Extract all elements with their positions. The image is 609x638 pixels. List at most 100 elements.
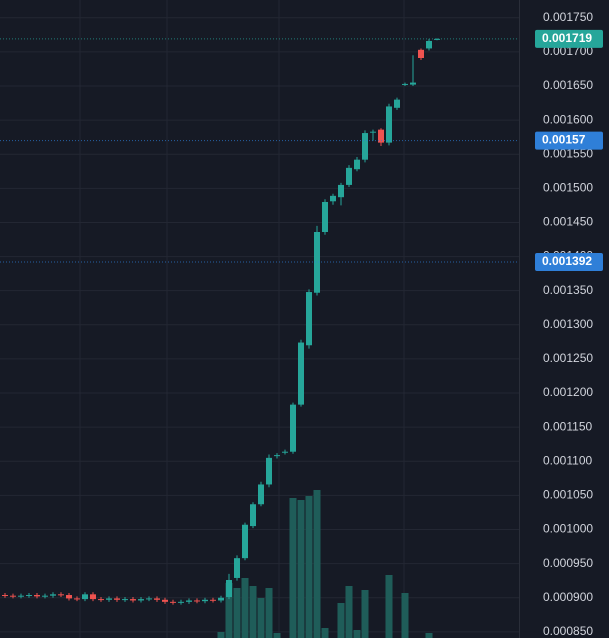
candle-body xyxy=(242,524,248,559)
candle-body xyxy=(162,599,168,602)
candle-body xyxy=(362,133,368,160)
volume-bar xyxy=(305,496,313,638)
candle-body xyxy=(298,342,304,405)
candle-body xyxy=(178,601,184,603)
volume-bar xyxy=(225,583,233,638)
y-tick-label: 0.001200 xyxy=(543,385,593,399)
candle-body xyxy=(338,184,344,198)
y-tick-label: 0.000950 xyxy=(543,556,593,570)
candle-body xyxy=(194,600,200,602)
volume-bar xyxy=(233,588,241,638)
y-tick-label: 0.000900 xyxy=(543,590,593,604)
y-tick-label: 0.001100 xyxy=(543,453,592,467)
y-tick-label: 0.001250 xyxy=(543,351,593,365)
candle-body xyxy=(274,455,280,457)
candle-body xyxy=(106,598,112,600)
volume-bar xyxy=(345,586,353,638)
candle-body xyxy=(306,292,312,346)
candle-body xyxy=(122,599,128,601)
volume-bar xyxy=(257,598,265,638)
volume-bar xyxy=(401,593,409,638)
candle-body xyxy=(34,595,40,597)
volume-bar xyxy=(289,498,297,638)
y-tick-label: 0.001000 xyxy=(543,522,593,536)
volume-bar xyxy=(249,586,257,638)
candle-body xyxy=(330,195,336,202)
y-tick-label: 0.001450 xyxy=(543,215,593,229)
candle-body xyxy=(50,594,56,596)
candle-body xyxy=(2,595,8,597)
candle-body xyxy=(66,595,72,599)
candle-body xyxy=(370,131,376,133)
candle-body xyxy=(346,167,352,185)
candle-body xyxy=(386,106,392,143)
y-tick-label: 0.001600 xyxy=(543,112,593,126)
candle-body xyxy=(418,49,424,58)
candle-body xyxy=(250,504,256,527)
price-label: 0.001719 xyxy=(542,31,592,45)
price-label-box xyxy=(535,29,603,48)
volume-bar xyxy=(385,575,393,638)
candle-body xyxy=(226,580,232,598)
candle-body xyxy=(234,558,240,578)
candle-body xyxy=(314,232,320,293)
volume-bar xyxy=(241,578,249,638)
price-label: 0.00157 xyxy=(542,133,586,147)
candle-body xyxy=(394,99,400,108)
candle-body xyxy=(434,38,440,40)
candle-body xyxy=(18,595,24,597)
candle-body xyxy=(146,598,152,600)
candle-body xyxy=(402,83,408,85)
y-tick-label: 0.001150 xyxy=(543,419,592,433)
candle-body xyxy=(186,600,192,602)
volume-bar xyxy=(217,632,225,638)
candle-body xyxy=(74,598,80,600)
candle-body xyxy=(138,599,144,601)
candle-body xyxy=(354,159,360,170)
candle-body xyxy=(82,594,88,600)
y-tick-label: 0.001750 xyxy=(543,10,593,24)
candle-body xyxy=(258,484,264,505)
volume-bar xyxy=(361,590,369,638)
y-tick-label: 0.000850 xyxy=(543,624,593,638)
y-tick-label: 0.001350 xyxy=(543,283,593,297)
y-tick-label: 0.001300 xyxy=(543,317,593,331)
candle-body xyxy=(42,595,48,597)
volume-bar xyxy=(297,500,305,638)
volume-bar xyxy=(273,633,281,638)
volume-bar xyxy=(337,603,345,638)
y-tick-label: 0.001050 xyxy=(543,488,593,502)
volume-bar xyxy=(321,628,329,638)
candle-body xyxy=(26,595,32,597)
candle-body xyxy=(426,40,432,49)
vertical-grid xyxy=(79,0,405,638)
volume-bar xyxy=(425,633,433,638)
y-tick-label: 0.001550 xyxy=(543,146,593,160)
candle-body xyxy=(218,597,224,601)
price-label: 0.001392 xyxy=(542,254,592,268)
candle-body xyxy=(282,451,288,453)
candle-body xyxy=(90,594,96,600)
volume-bar xyxy=(313,490,321,638)
price-lines xyxy=(0,38,519,263)
candle-body xyxy=(154,598,160,600)
candles xyxy=(2,38,440,605)
candle-body xyxy=(202,599,208,602)
candle-body xyxy=(210,599,216,601)
price-axis: 0.000850 0.000900 0.000950 0.001000 0.001050… xyxy=(535,10,603,638)
candle-body xyxy=(10,595,16,597)
y-tick-label: 0.001500 xyxy=(543,181,593,195)
candle-body xyxy=(98,599,104,601)
candle-body xyxy=(170,601,176,603)
price-label-box xyxy=(535,253,603,272)
volume-bar xyxy=(265,588,273,638)
volume xyxy=(217,490,433,638)
candle-body xyxy=(322,201,328,232)
candle-body xyxy=(378,129,384,143)
candle-body xyxy=(114,598,120,600)
candle-body xyxy=(266,457,272,485)
candle-body xyxy=(58,594,64,596)
candle-body xyxy=(410,82,416,85)
candle-body xyxy=(290,404,296,452)
